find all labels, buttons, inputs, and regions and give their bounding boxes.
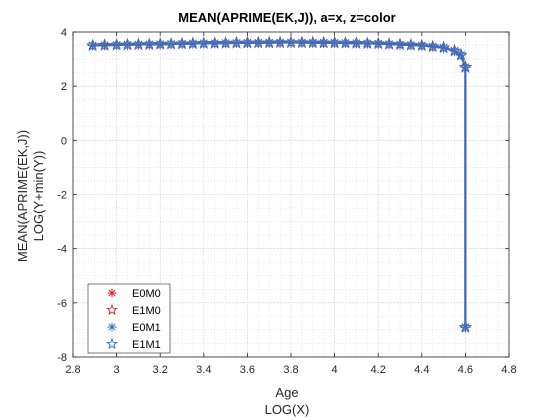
legend-label: E1M1 (132, 339, 161, 351)
y-tick-label: -6 (57, 298, 67, 310)
y-tick-labels: -8 -6 -4 -2 0 2 4 (57, 27, 67, 364)
data-point (230, 36, 243, 49)
data-point (382, 37, 396, 50)
x-tick-label: 4.6 (458, 364, 473, 376)
legend-marker (106, 337, 118, 350)
legend-marker (106, 303, 118, 316)
data-point (448, 44, 461, 57)
data-point (393, 37, 407, 51)
y-tick-label: 2 (61, 81, 67, 93)
x-tick-label: 2.8 (65, 364, 80, 376)
data-point (437, 40, 451, 54)
data-point (328, 36, 342, 49)
series-e1m1 (86, 35, 472, 333)
x-tick-label: 4.8 (501, 364, 516, 376)
series-layer (86, 35, 472, 333)
x-tick-label: 3.4 (196, 364, 211, 376)
y-tick-label: -2 (57, 190, 67, 202)
x-tick-label: 4 (332, 364, 338, 376)
data-point (219, 36, 233, 49)
data-point (175, 36, 189, 50)
data-point (426, 39, 440, 53)
legend-label: E1M0 (132, 305, 161, 317)
x-tick-label: 3 (114, 364, 120, 376)
legend-label: E0M0 (132, 288, 161, 300)
data-point (295, 35, 309, 49)
data-point (240, 36, 254, 49)
data-point (121, 38, 134, 51)
data-point (251, 35, 265, 49)
data-point (273, 35, 287, 49)
data-point (458, 60, 472, 73)
legend-label: E0M1 (132, 322, 161, 334)
x-tick-label: 3.2 (153, 364, 168, 376)
data-point (197, 36, 211, 49)
x-tick-label: 4.4 (414, 364, 429, 376)
y-axis-label: MEAN(APRIME(EK,J)) (15, 130, 30, 262)
legend-box (87, 283, 171, 354)
x-tick-label: 3.6 (240, 364, 255, 376)
data-point (110, 38, 124, 51)
data-point (371, 36, 385, 50)
data-point (458, 320, 472, 333)
legend: E0M0 E1M0 E0M1 E1M1 (87, 283, 171, 354)
x-axis-sublabel: LOG(X) (265, 402, 310, 417)
data-point (86, 38, 100, 52)
data-point (208, 36, 222, 49)
y-axis-sublabel: LOG(Y+min(Y)) (31, 151, 46, 242)
chart-title: MEAN(APRIME(EK,J)), a=x, z=color (178, 10, 395, 25)
y-tick-label: -8 (57, 352, 67, 364)
data-point (404, 38, 418, 51)
data-point (262, 35, 276, 49)
data-point (153, 37, 167, 50)
data-point (317, 35, 331, 49)
x-tick-labels: 2.8 3 3.2 3.4 3.6 3.8 4 4.2 4.4 4.6 4.8 (65, 364, 516, 376)
data-point (349, 36, 363, 49)
y-tick-label: -4 (57, 244, 67, 256)
x-tick-label: 4.2 (371, 364, 386, 376)
axis-ticks (72, 31, 510, 358)
y-tick-label: 4 (61, 27, 67, 39)
data-point (306, 35, 320, 49)
x-tick-label: 3.8 (283, 364, 298, 376)
legend-marker (107, 322, 117, 332)
y-tick-label: 0 (61, 135, 67, 147)
data-point (142, 37, 156, 50)
data-point (131, 37, 145, 51)
legend-marker (107, 288, 117, 298)
data-point (415, 38, 429, 52)
data-point (186, 36, 200, 50)
data-point (284, 35, 298, 49)
data-point (454, 48, 468, 61)
data-point (164, 37, 178, 50)
data-point (339, 36, 352, 49)
data-point (98, 38, 112, 51)
data-point (360, 36, 374, 49)
x-axis-label: Age (275, 385, 298, 400)
